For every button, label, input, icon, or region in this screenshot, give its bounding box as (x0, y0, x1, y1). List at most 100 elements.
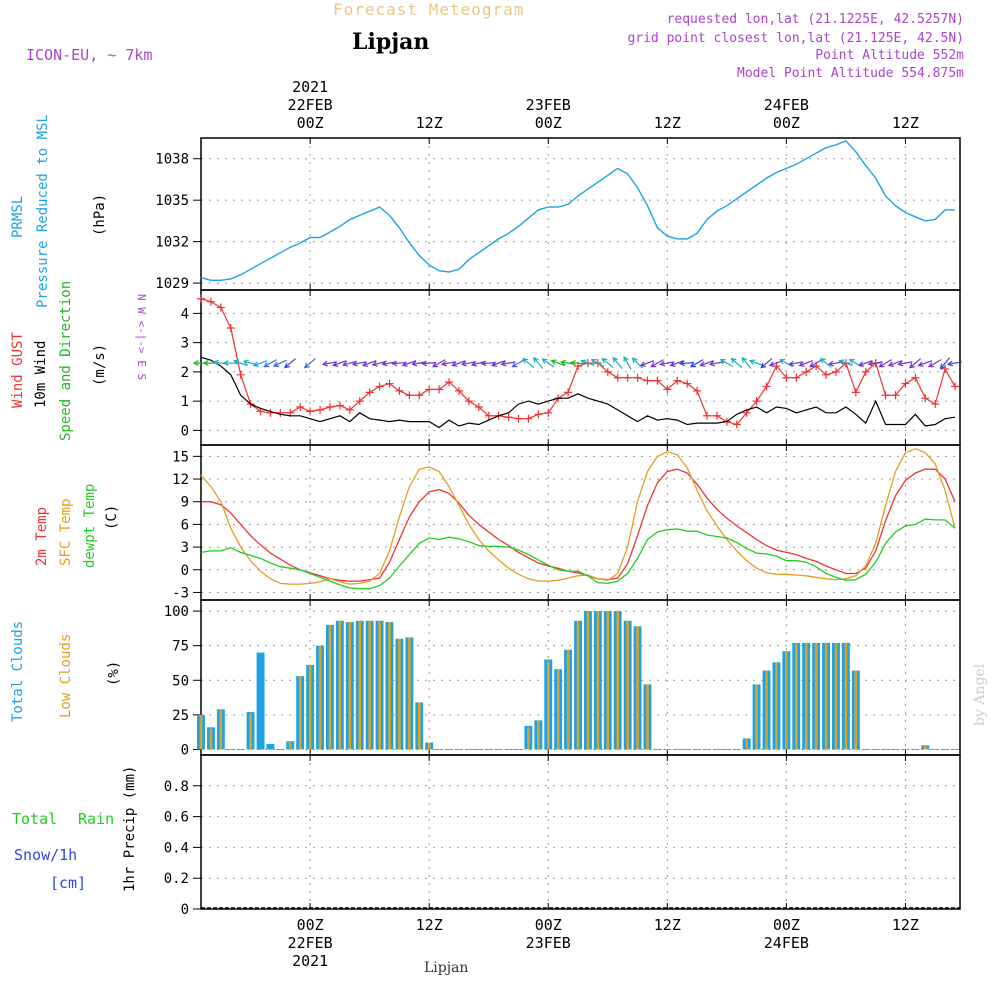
wind-direction-arrow-59 (798, 360, 814, 367)
temperature-ytick-label-2: 3 (181, 540, 189, 556)
bottom-tick-label-1: 12Z (416, 916, 443, 934)
gust-marker-72 (911, 373, 920, 382)
wind-label: 10m Wind (33, 341, 49, 408)
low-cloud-bar-64 (834, 642, 838, 750)
low-cloud-bar-5 (249, 713, 252, 750)
gust-marker-14 (335, 401, 344, 410)
gust-marker-69 (881, 391, 890, 400)
low-cloud-bar-35 (547, 660, 550, 750)
gust-marker-76 (951, 382, 960, 391)
gust-marker-8 (276, 408, 285, 417)
wind-panel: 0 1 2 3 4 (181, 289, 963, 446)
wind-direction-arrow-66 (867, 360, 883, 367)
gust-marker-63 (822, 370, 831, 379)
gust-marker-64 (831, 367, 840, 376)
low-cloud-bar-12 (318, 645, 322, 750)
wind-direction-arrow-49 (699, 360, 714, 367)
wind-direction-arrow-41 (623, 356, 632, 370)
low-cloud-bar-41 (606, 611, 610, 750)
gust-marker-16 (355, 397, 364, 406)
bottom-date-label-2: 23FEB (526, 934, 571, 952)
gust-marker-18 (375, 382, 384, 391)
bottom-tick-label-3: 12Z (654, 916, 681, 934)
total-cloud-bar-6 (256, 652, 265, 750)
low-cloud-bar-13 (328, 624, 332, 750)
gust-marker-17 (365, 388, 374, 397)
sfctemp-label: SFC Temp (58, 499, 74, 566)
low-cloud-bar-58 (775, 662, 778, 750)
low-cloud-bar-55 (745, 738, 748, 750)
gust-marker-4 (236, 370, 245, 379)
clouds-ytick-label-1: 25 (172, 708, 189, 724)
wind-direction-arrow-10 (303, 358, 316, 369)
rain-label: Rain (78, 810, 114, 828)
pressure-panel: 1029 1032 1035 1038 (155, 137, 961, 292)
gust-marker-50 (693, 386, 702, 395)
wind-direction-arrow-21 (420, 360, 437, 367)
wind-direction-arrow-36 (569, 359, 586, 366)
wind-direction-arrow-6 (252, 360, 268, 367)
gust-marker-70 (891, 391, 900, 400)
wind-direction-arrow-8 (272, 359, 287, 367)
low-cloud-bar-17 (368, 620, 371, 750)
wind-direction-arrow-48 (689, 359, 704, 368)
gust-marker-61 (802, 367, 811, 376)
wind-direction-arrow-44 (650, 359, 664, 368)
wind-direction-arrow-25 (460, 360, 476, 367)
top-year-label-0: 2021 (292, 78, 328, 96)
low-cloud-bar-20 (398, 638, 401, 750)
gust-marker-19 (385, 379, 394, 388)
gust-marker-47 (663, 385, 672, 394)
low-cloud-bar-0 (199, 714, 203, 750)
wind-direction-arrow-70 (909, 358, 922, 369)
wind-direction-arrow-68 (887, 360, 903, 367)
top-date-label-4: 24FEB (764, 96, 809, 114)
wind-direction-arrow-60 (809, 359, 823, 368)
gust-marker-48 (673, 376, 682, 385)
low-cloud-bar-11 (308, 665, 312, 750)
dewpt-line (200, 518, 956, 590)
station-name: Lipjan (352, 29, 429, 55)
wind-direction-arrow-27 (480, 360, 496, 367)
wind-unit: (m/s) (92, 344, 108, 386)
pressure-label-1: PRMSL (10, 196, 26, 238)
gust-marker-0 (197, 294, 205, 303)
dewpt-label: dewpt Temp (82, 484, 98, 568)
temperature-frame (200, 444, 961, 601)
low-cloud-bar-45 (646, 684, 649, 750)
wind-direction-arrow-9 (283, 358, 297, 369)
low-cloud-bar-65 (844, 642, 848, 750)
low-cloud-bar-22 (418, 702, 421, 750)
sfctemp-line (200, 448, 956, 585)
low-cloud-bar-18 (378, 620, 381, 750)
wind-direction-arrow-22 (432, 359, 446, 368)
gust-marker-33 (524, 414, 533, 423)
precip-ytick-label-4: 0.8 (164, 779, 189, 795)
gust-marker-45 (643, 376, 652, 385)
bottom-tick-label-5: 12Z (892, 916, 919, 934)
low-clouds-label: Low Clouds (58, 634, 74, 718)
wind-direction-arrow-12 (332, 360, 347, 367)
gust-marker-67 (861, 367, 870, 376)
temperature-ylabels: 2m Temp SFC Temp dewpt Temp (C) (34, 484, 120, 568)
wind-direction-arrow-19 (401, 360, 417, 367)
bottom-tick-label-4: 00Z (773, 916, 800, 934)
low-cloud-bar-62 (814, 642, 818, 750)
wind-direction-arrow-38 (590, 358, 605, 368)
low-cloud-bar-36 (556, 669, 560, 750)
wind-direction-arrow-43 (639, 360, 655, 367)
wind-direction-arrow-57 (779, 358, 793, 368)
gust-marker-15 (345, 405, 354, 414)
requested-lonlat: requested lon,lat (21.1225E, 42.5257N) (667, 12, 964, 27)
low-cloud-bar-19 (388, 622, 391, 750)
wind-direction-arrow-15 (361, 360, 377, 367)
gust-marker-46 (653, 376, 662, 385)
low-cloud-bar-39 (586, 611, 590, 750)
top-tick-label-3: 12Z (654, 114, 681, 132)
precip-unit: 1hr Precip (mm) (122, 766, 138, 892)
wind-direction-arrow-65 (858, 360, 873, 367)
precip-ytick-label-1: 0.2 (164, 871, 189, 887)
temp2m-line (201, 468, 956, 582)
gust-marker-25 (445, 378, 454, 387)
gust-marker-20 (395, 386, 404, 395)
